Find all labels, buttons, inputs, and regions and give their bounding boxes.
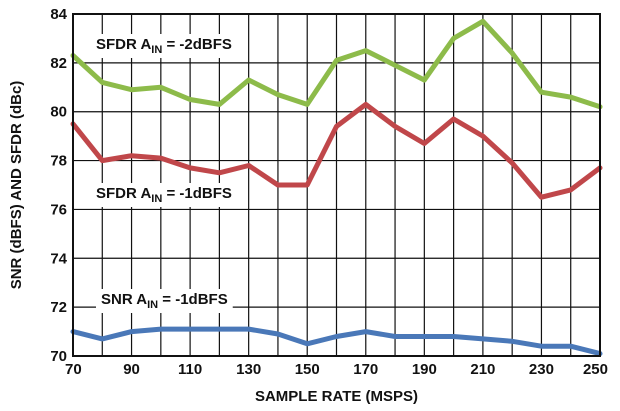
x-tick-label: 150 [295, 361, 320, 378]
y-tick-label: 76 [50, 201, 67, 218]
series-line-1 [70, 18, 603, 110]
annotation-snr-1: SNR AIN = -1dBFS [101, 291, 228, 311]
x-tick-label: 190 [412, 361, 437, 378]
x-axis-label: SAMPLE RATE (MSPS) [255, 388, 418, 405]
annotation-background [96, 289, 233, 313]
x-tick-label: 130 [236, 361, 261, 378]
annotation-sfdr-1: SFDR AIN = -1dBFS [96, 185, 232, 205]
x-tick-label: 250 [583, 361, 608, 378]
x-tick-label: 230 [529, 361, 554, 378]
plot-frame [72, 13, 601, 357]
y-tick-label: 72 [50, 299, 67, 316]
y-tick-label: 74 [50, 250, 67, 267]
y-tick-label: 80 [50, 104, 67, 121]
x-tick-label: 70 [65, 361, 82, 378]
y-tick-label: 70 [50, 348, 67, 365]
x-tick-label: 170 [353, 361, 378, 378]
annotation-sfdr-2: SFDR AIN = -2dBFS [96, 36, 232, 56]
x-tick-label: 110 [178, 361, 202, 378]
y-tick-labels: 70 72 74 76 78 80 82 84 [50, 6, 67, 365]
y-axis-label: SNR (dBFS) AND SFDR (dBc) [8, 81, 25, 290]
annotation-background [91, 34, 237, 58]
series-line-2 [70, 101, 603, 200]
y-tick-label: 82 [50, 55, 67, 72]
y-tick-label: 78 [50, 153, 67, 170]
x-tick-label: 210 [470, 361, 495, 378]
annotation-background [91, 183, 237, 207]
x-tick-label: 90 [123, 361, 140, 378]
annotations: SFDR AIN = -2dBFS SFDR AIN = -1dBFS SNR AI… [91, 34, 237, 313]
series-lines [70, 18, 603, 357]
x-tick-labels: 70 90 110 130 150 170 190 210 230 250 [65, 361, 608, 378]
series-line-3 [70, 326, 603, 357]
y-tick-label: 84 [50, 6, 67, 23]
